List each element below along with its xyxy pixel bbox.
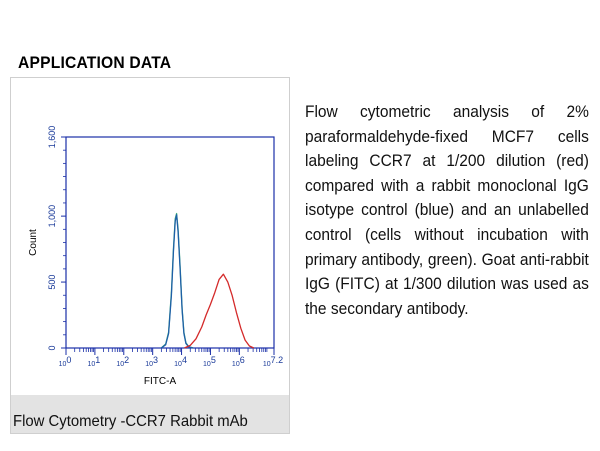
figure-panel: 0 500 1,000 1,600 100 101 102 103 104 105 106 107.2… [10,77,290,434]
y-tick-label: 500 [47,275,57,290]
y-axis-title: Count [28,229,39,256]
y-tick-label: 0 [47,345,57,350]
x-tick-label: 101 [87,355,100,368]
x-tick-label: 106 [232,355,245,368]
x-tick-label: 102 [116,355,129,368]
x-tick-label: 103 [145,355,158,368]
y-tick-label: 1,600 [47,126,57,149]
y-tick-label: 1,000 [47,205,57,228]
series-line-blue [160,214,194,349]
section-heading: APPLICATION DATA [18,53,172,72]
x-tick-label: 105 [203,355,216,368]
series-line-red [184,273,255,349]
caption-bar [11,395,289,433]
x-tick-label: 100 [59,355,72,368]
x-tick-label: 104 [174,355,187,368]
series-line-green [160,212,194,349]
x-axis-title: FITC-A [144,376,177,387]
figure-description: Flow cytometric analysis of 2% paraforma… [305,103,589,318]
x-tick-label: 107.2 [263,355,283,368]
figure-caption: Flow Cytometry -CCR7 Rabbit mAb [13,413,248,430]
flow-cytometry-histogram: 0 500 1,000 1,600 100 101 102 103 104 105 106 107.2… [28,126,283,387]
